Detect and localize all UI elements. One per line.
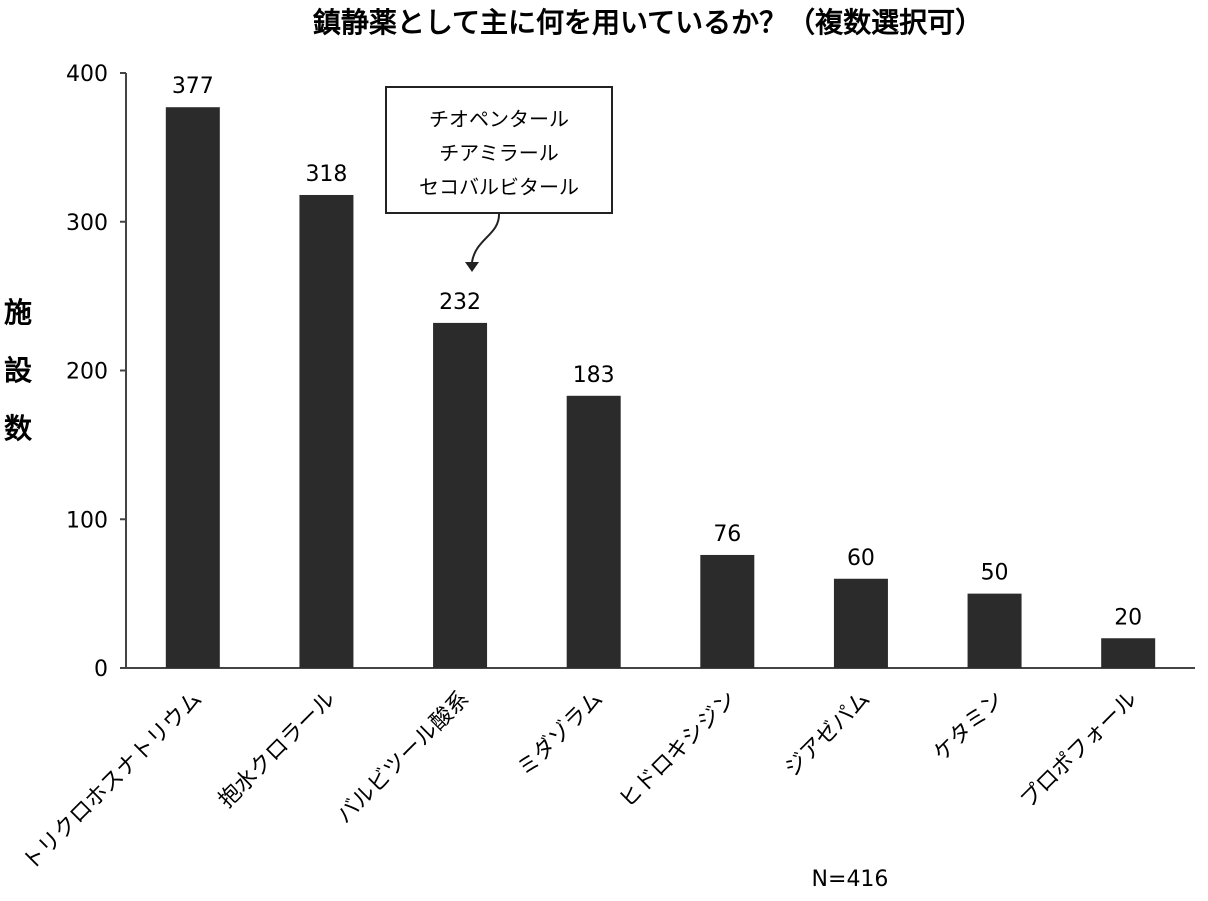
y-axis-label-char: 設 xyxy=(4,354,33,387)
y-tick-label: 200 xyxy=(66,360,108,385)
sample-size-note: N=416 xyxy=(812,867,889,892)
data-label: 232 xyxy=(439,290,481,315)
bar xyxy=(299,194,354,668)
annotation-arrowhead xyxy=(465,262,479,272)
annotation-callout: チオペンタール チアミラール セコバルビタール xyxy=(385,86,613,272)
category-label: ヒドロキシジン xyxy=(615,687,742,814)
y-axis-label-char: 施 xyxy=(4,296,32,329)
value-labels: 377 318 232 183 76 60 50 20 xyxy=(172,74,1142,630)
y-axis-label: 施 設 数 xyxy=(4,296,33,445)
annotation-line: チオペンタール xyxy=(429,107,569,131)
annotation-line: セコバルビタール xyxy=(419,175,579,199)
data-label: 183 xyxy=(573,363,615,388)
chart-title: 鎮静薬として主に何を用いているか？（複数選択可） xyxy=(313,6,983,39)
bar xyxy=(700,554,755,668)
bar xyxy=(433,322,488,668)
data-label: 60 xyxy=(847,546,875,571)
category-label: 抱水クロラール xyxy=(214,687,341,814)
annotation-box xyxy=(385,86,613,214)
y-tick-label: 0 xyxy=(94,657,108,682)
y-tick-label: 300 xyxy=(66,211,108,236)
y-tick-label: 100 xyxy=(66,508,108,533)
data-label: 377 xyxy=(172,74,214,99)
annotation-arrow xyxy=(471,212,501,263)
bar xyxy=(165,107,220,668)
bar xyxy=(1101,638,1156,668)
category-label: トリクロホスナトリウム xyxy=(18,687,207,876)
y-axis-ticks: 0 100 200 300 400 xyxy=(66,62,126,682)
category-label: ミダゾラム xyxy=(513,687,608,782)
data-label: 318 xyxy=(305,162,347,187)
y-axis-label-char: 数 xyxy=(4,412,33,445)
category-label: プロポフォール xyxy=(1016,687,1143,814)
bar xyxy=(833,578,888,668)
bar xyxy=(566,395,621,668)
bars xyxy=(165,107,1156,668)
annotation-line: チアミラール xyxy=(439,141,559,165)
data-label: 20 xyxy=(1114,605,1142,630)
data-label: 50 xyxy=(981,561,1009,586)
y-tick-label: 400 xyxy=(66,62,108,87)
category-label: ジアゼパム xyxy=(780,687,875,782)
category-label: ケタミン xyxy=(929,687,1009,767)
bar xyxy=(967,593,1022,668)
data-label: 76 xyxy=(713,522,741,547)
category-label: バルビツール酸系 xyxy=(332,687,474,829)
